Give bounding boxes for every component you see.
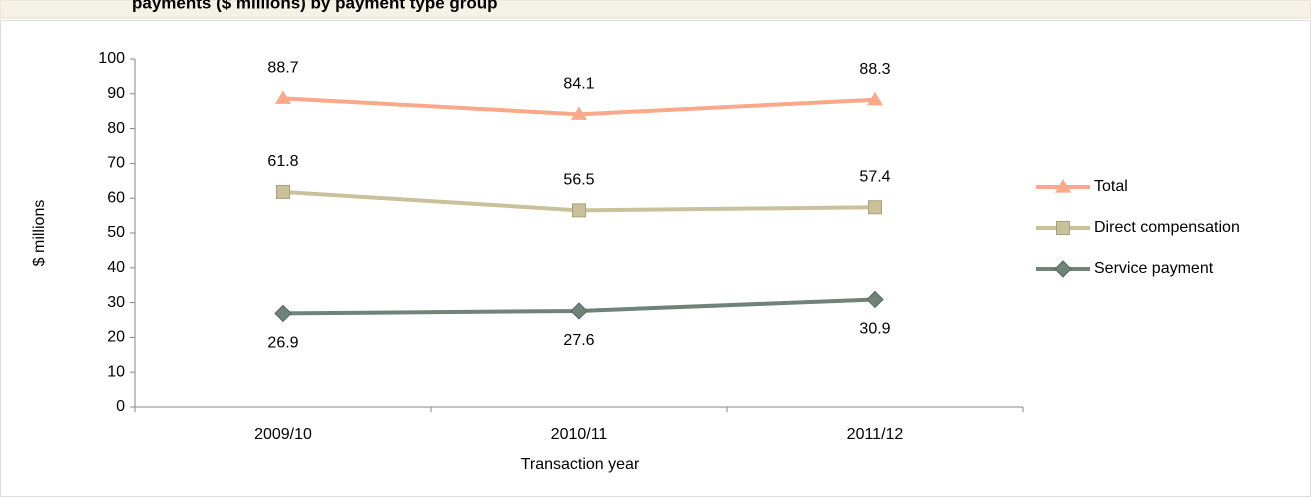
legend-marker xyxy=(1055,179,1071,193)
data-label: 88.7 xyxy=(267,60,298,77)
data-label: 30.9 xyxy=(859,321,890,338)
legend-marker xyxy=(1054,260,1072,278)
data-label: 27.6 xyxy=(563,332,594,349)
data-point xyxy=(572,203,586,218)
data-label: 56.5 xyxy=(563,172,594,189)
data-label: 26.9 xyxy=(267,335,298,352)
data-point xyxy=(274,304,292,323)
y-tick-label: 20 xyxy=(107,329,125,346)
data-point xyxy=(276,184,290,199)
legend-label: Service payment xyxy=(1094,260,1214,277)
x-tick-label: 2010/11 xyxy=(551,426,608,443)
y-tick-label: 30 xyxy=(107,294,125,311)
legend-marker xyxy=(1056,221,1070,235)
y-tick-label: 0 xyxy=(116,398,125,415)
y-tick-label: 80 xyxy=(107,120,125,137)
data-point xyxy=(867,91,883,106)
legend-label: Direct compensation xyxy=(1094,219,1240,236)
y-tick-label: 50 xyxy=(107,224,125,241)
title-bar xyxy=(0,0,1311,19)
data-point xyxy=(275,90,291,104)
x-axis-label: Transaction year xyxy=(521,456,640,473)
x-tick-label: 2011/12 xyxy=(847,426,904,443)
y-tick-label: 40 xyxy=(107,259,125,276)
y-tick-label: 70 xyxy=(107,155,125,172)
data-label: 84.1 xyxy=(563,76,594,93)
data-label: 88.3 xyxy=(859,61,890,78)
chart-frame xyxy=(0,20,1311,497)
data-point xyxy=(866,290,884,309)
x-tick-label: 2009/10 xyxy=(254,426,312,443)
y-axis-label: $ millions xyxy=(31,200,48,267)
data-point xyxy=(868,200,882,215)
y-tick-label: 100 xyxy=(98,50,125,67)
y-tick-label: 90 xyxy=(107,85,125,102)
data-point xyxy=(570,302,588,320)
y-tick-label: 10 xyxy=(107,363,125,380)
data-label: 57.4 xyxy=(859,168,890,185)
y-tick-label: 60 xyxy=(107,189,125,206)
data-label: 61.8 xyxy=(267,153,298,170)
chart-title: payments ($ millions) by payment type gr… xyxy=(132,0,498,12)
legend-label: Total xyxy=(1094,178,1128,195)
data-point xyxy=(571,106,587,120)
